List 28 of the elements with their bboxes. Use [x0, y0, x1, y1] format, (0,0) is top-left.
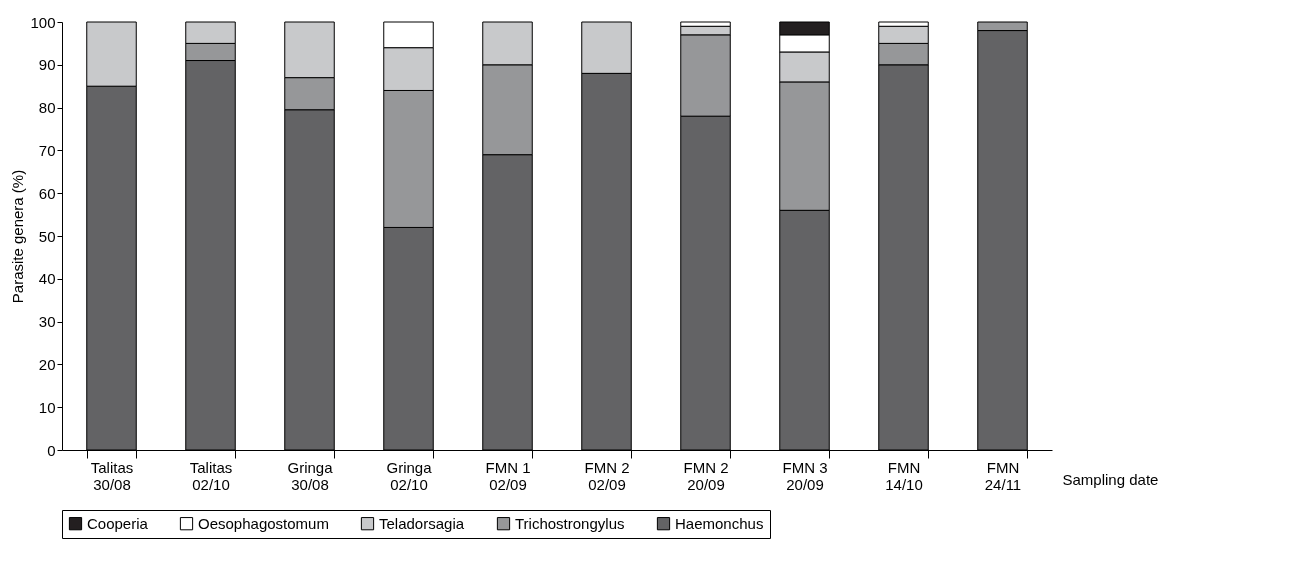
- x-tick-label: Gringa 02/10: [386, 458, 433, 493]
- legend-label: Teladorsagia: [379, 514, 465, 532]
- y-tick-label: 60: [38, 184, 56, 202]
- y-tick-label: 10: [38, 398, 56, 416]
- y-tick-label: 40: [38, 270, 56, 288]
- x-tick-label: Gringa 30/08: [287, 458, 334, 493]
- x-tick-label: FMN 3 20/09: [782, 458, 828, 493]
- legend-label: Haemonchus: [675, 514, 764, 532]
- x-tick-label: FMN 1 02/09: [485, 458, 531, 493]
- x-tick-label: FMN 14/10: [885, 458, 923, 493]
- y-tick-label: 30: [38, 313, 56, 331]
- x-axis-title: Sampling date: [1062, 470, 1159, 488]
- legend-label: Trichostrongylus: [515, 514, 625, 532]
- y-tick-label: 100: [30, 13, 56, 31]
- y-tick-label: 80: [38, 99, 56, 117]
- x-tick-label: Talitas 02/10: [189, 458, 233, 493]
- x-tick-label: FMN 2 02/09: [584, 458, 630, 493]
- legend-label: Oesophagostomum: [198, 514, 329, 532]
- x-tick-label: FMN 2 20/09: [683, 458, 729, 493]
- legend-label: Cooperia: [87, 514, 149, 532]
- y-tick-label: 20: [38, 355, 56, 373]
- y-tick-label: 70: [38, 141, 56, 159]
- y-tick-label: 0: [47, 441, 56, 459]
- x-tick-label: FMN 24/11: [984, 458, 1022, 493]
- x-tick-label: Talitas 30/08: [90, 458, 134, 493]
- y-tick-label: 90: [38, 56, 56, 74]
- y-axis-title: Parasite genera (%): [9, 169, 27, 304]
- y-tick-label: 50: [38, 227, 56, 245]
